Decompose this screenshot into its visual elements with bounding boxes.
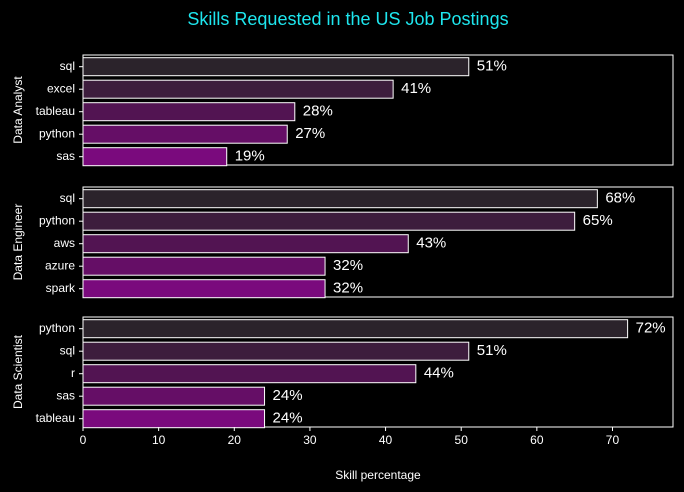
x-tick-label: 60 <box>530 433 544 447</box>
bar <box>82 386 266 406</box>
y-tick-label: python <box>39 321 75 335</box>
x-tick-label: 50 <box>455 433 469 447</box>
x-tick-label: 10 <box>152 433 166 447</box>
bar <box>82 147 228 167</box>
y-tick-label: sas <box>56 388 75 402</box>
data-label: 51% <box>477 58 507 75</box>
y-axis-label: Data Analyst <box>11 76 25 144</box>
data-label: 51% <box>477 342 507 359</box>
y-tick-label: python <box>39 213 75 227</box>
data-label: 43% <box>416 235 446 252</box>
panel-data-engineer: Data Engineer sql 68% python 65% aws 43% azure 3… <box>11 186 674 299</box>
x-tick-label: 20 <box>228 433 242 447</box>
bar <box>82 189 598 209</box>
y-axis-label: Data Scientist <box>11 334 25 409</box>
data-label: 65% <box>583 212 613 229</box>
chart-title: Skills Requested in the US Job Postings <box>187 9 508 29</box>
bar <box>82 341 470 361</box>
x-tick-label: 70 <box>606 433 620 447</box>
bar <box>82 234 409 254</box>
data-label: 32% <box>333 280 363 297</box>
x-axis-label: Skill percentage <box>335 468 421 482</box>
y-tick-label: spark <box>46 281 76 295</box>
bar <box>82 211 576 231</box>
bar <box>82 79 394 99</box>
y-tick-label: azure <box>45 258 75 272</box>
data-label: 19% <box>235 148 265 165</box>
y-tick-label: sql <box>60 59 75 73</box>
panel-data-scientist: Data Scientist python 72% sql 51% r 44% sas 24% t… <box>11 316 674 429</box>
bar <box>82 319 629 339</box>
x-tick-label: 0 <box>80 433 87 447</box>
data-label: 68% <box>605 190 635 207</box>
bar <box>82 57 470 77</box>
data-label: 44% <box>424 365 454 382</box>
bar <box>82 409 266 429</box>
data-label: 32% <box>333 257 363 274</box>
bar <box>82 102 296 122</box>
data-label: 27% <box>295 125 325 142</box>
y-tick-label: tableau <box>36 104 75 118</box>
x-tick-label: 30 <box>303 433 317 447</box>
data-label: 24% <box>273 410 303 427</box>
y-tick-label: r <box>71 366 75 380</box>
y-tick-label: sas <box>56 149 75 163</box>
chart-panels: Data Analyst sql 51% excel 41% tableau 28% pyth… <box>11 54 674 429</box>
y-tick-label: sql <box>60 343 75 357</box>
x-axis: 0 10 20 30 40 50 60 70 <box>80 427 620 447</box>
data-label: 28% <box>303 103 333 120</box>
bar <box>82 256 326 276</box>
y-tick-label: aws <box>54 236 75 250</box>
y-tick-label: python <box>39 126 75 140</box>
y-axis-label: Data Engineer <box>11 204 25 281</box>
x-tick-label: 40 <box>379 433 393 447</box>
data-label: 24% <box>273 387 303 404</box>
data-label: 72% <box>636 320 666 337</box>
y-tick-label: tableau <box>36 411 75 425</box>
bar <box>82 364 417 384</box>
y-tick-label: sql <box>60 191 75 205</box>
bar <box>82 124 288 144</box>
bar <box>82 279 326 299</box>
data-label: 41% <box>401 80 431 97</box>
y-tick-label: excel <box>47 81 75 95</box>
panel-data-analyst: Data Analyst sql 51% excel 41% tableau 28% pyth… <box>11 54 674 167</box>
